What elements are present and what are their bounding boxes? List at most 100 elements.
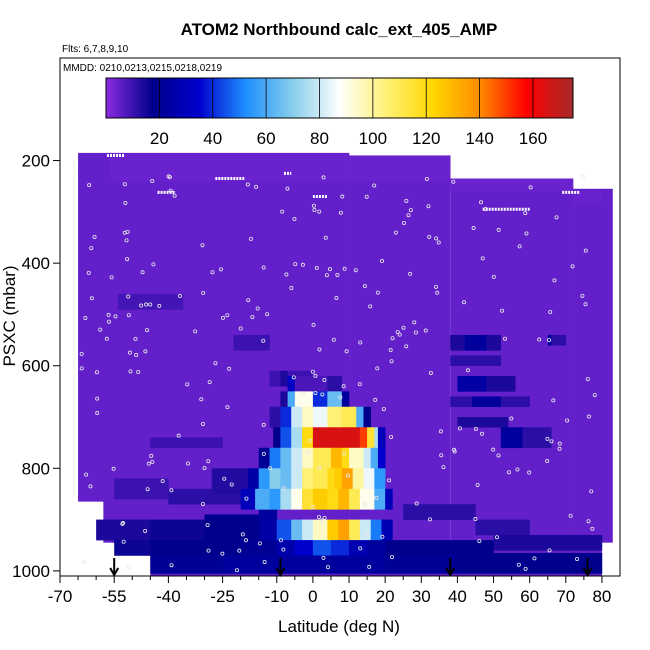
sample-marker [122,230,127,235]
sample-marker [441,465,446,470]
sample-marker [143,349,148,354]
sample-marker [235,568,240,573]
heat-cell [276,519,292,541]
heat-cell [312,540,332,556]
heat-cell [204,514,260,541]
sample-marker [207,380,212,385]
heat-cell [363,447,372,469]
sample-marker [466,368,471,373]
heat-cell [287,391,296,408]
y-tick-label: 800 [22,459,50,478]
sample-marker [206,548,211,553]
heat-cell [258,447,270,469]
sample-marker [120,521,125,526]
sample-marker [268,466,273,471]
heat-cell [471,396,502,408]
sample-marker [362,284,367,289]
sample-marker [250,315,255,320]
sample-marker [84,472,89,477]
sample-marker [293,262,298,267]
heat-cell [117,293,184,310]
sample-marker [406,213,411,218]
heat-cell [312,468,328,490]
sample-marker [278,538,283,543]
sample-marker [322,515,327,520]
heat-cell [114,540,151,556]
sample-marker [244,538,249,543]
heat-cell [294,391,314,408]
sample-marker [281,486,286,491]
sample-marker [340,194,345,199]
sample-marker [342,266,347,271]
sample-marker [324,273,329,278]
x-tick-label: 30 [412,587,431,606]
sample-marker [516,562,521,567]
sample-marker [589,489,594,494]
sample-marker [151,262,156,267]
sample-marker [225,313,230,318]
sample-marker [423,328,428,333]
sample-marker [136,370,141,375]
heat-cell [573,191,603,202]
sample-marker [285,186,290,191]
heat-cell [114,478,169,500]
heat-cell [312,519,328,541]
sample-marker [473,517,478,522]
heat-cell [374,427,379,449]
sample-marker [145,487,150,492]
sample-marker [547,338,552,343]
profile-arrow-head [582,567,593,578]
heat-cell [551,334,567,346]
heat-cell [327,468,335,490]
flights-label: Flts: 6,7,8,9,10 [62,44,129,55]
heat-cell [341,391,350,408]
sample-marker [160,479,165,484]
sample-marker [86,270,91,275]
sample-marker [200,243,205,248]
sample-marker [126,565,131,570]
sample-marker [257,541,262,546]
sample-marker [149,453,154,458]
heat-cell [280,370,288,387]
heat-cell [363,406,372,428]
sample-marker [344,349,349,354]
sample-marker [205,523,210,528]
x-tick-label: 50 [484,587,503,606]
sample-marker [106,319,111,324]
heat-cell [312,391,328,408]
sample-marker [592,393,597,398]
sample-marker [291,375,296,380]
sample-marker [122,182,127,187]
sample-marker [87,183,92,188]
sample-marker [280,209,285,214]
heat-background [573,188,613,543]
sample-marker [327,267,332,272]
sample-marker [381,407,386,412]
heat-cell [370,447,379,469]
heat-cell [222,555,278,574]
heat-cell [377,427,386,449]
profile-arrow-head [445,567,456,578]
sample-marker [331,337,336,342]
sample-marker [364,531,369,536]
colorbar-tick-label: 160 [519,129,547,148]
sample-marker [462,300,467,305]
heat-cell [96,519,151,541]
sample-marker [401,325,406,330]
sample-marker [322,377,327,382]
sample-marker [585,377,590,382]
heat-cell [338,488,350,510]
sample-marker [79,351,84,356]
sample-marker [380,534,385,539]
sample-marker [342,451,347,456]
sample-marker [527,470,532,475]
colorbar-tick-label: 120 [412,129,440,148]
heat-cell [312,427,361,449]
sample-marker [144,302,149,307]
sample-marker [79,366,84,371]
sample-marker [390,336,395,341]
heat-cell [457,417,509,428]
sample-marker [451,179,456,184]
sample-marker [246,298,251,303]
